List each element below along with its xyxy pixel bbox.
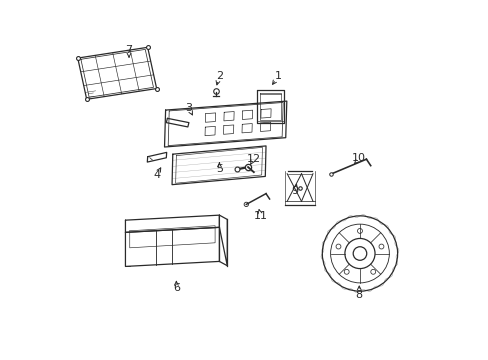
Text: 6: 6 bbox=[173, 283, 180, 293]
Text: 9: 9 bbox=[290, 186, 298, 197]
Text: 10: 10 bbox=[351, 153, 366, 163]
Text: 1: 1 bbox=[275, 71, 282, 81]
Text: 4: 4 bbox=[153, 170, 160, 180]
Text: 3: 3 bbox=[185, 103, 192, 113]
Text: 12: 12 bbox=[246, 154, 260, 164]
Text: 7: 7 bbox=[125, 45, 132, 55]
Text: 8: 8 bbox=[355, 290, 362, 300]
Text: 5: 5 bbox=[216, 164, 223, 174]
Text: 11: 11 bbox=[253, 211, 267, 221]
Text: 2: 2 bbox=[215, 71, 223, 81]
